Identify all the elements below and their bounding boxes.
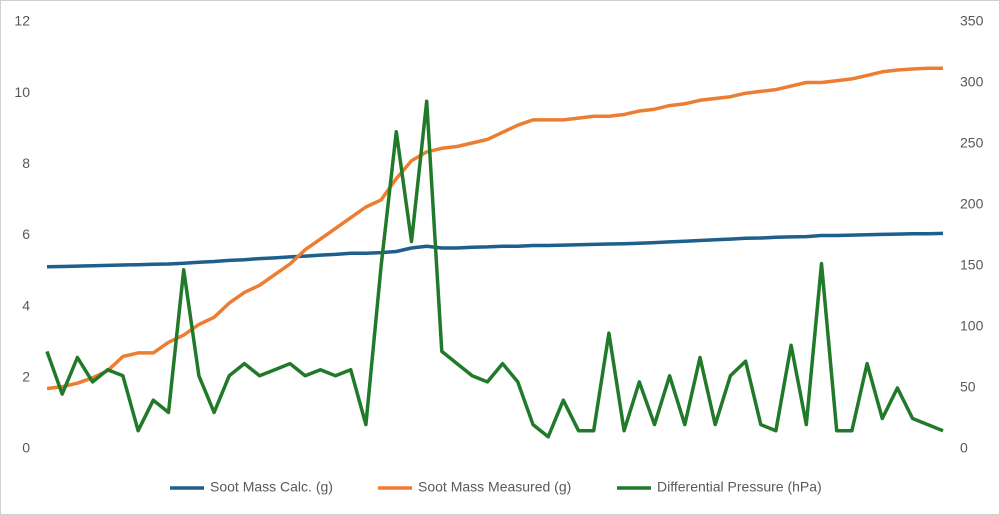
y-tick-label: 0 bbox=[22, 440, 30, 456]
legend-label: Soot Mass Measured (g) bbox=[418, 479, 571, 495]
y2-tick-label: 0 bbox=[960, 440, 968, 456]
y-tick-label: 2 bbox=[22, 369, 30, 385]
series-line bbox=[45, 99, 944, 439]
y-tick-label: 10 bbox=[14, 84, 30, 100]
y2-tick-label: 250 bbox=[960, 135, 984, 151]
legend-label: Differential Pressure (hPa) bbox=[657, 479, 822, 495]
y2-tick-label: 150 bbox=[960, 257, 984, 273]
y-tick-label: 4 bbox=[22, 297, 30, 313]
y2-tick-label: 350 bbox=[960, 13, 984, 29]
series-line bbox=[46, 231, 944, 269]
series-line bbox=[46, 66, 943, 391]
y2-tick-label: 200 bbox=[960, 196, 984, 212]
y-tick-label: 6 bbox=[22, 226, 30, 242]
y2-tick-label: 100 bbox=[960, 318, 984, 334]
y-tick-label: 8 bbox=[22, 155, 30, 171]
legend-label: Soot Mass Calc. (g) bbox=[210, 479, 333, 495]
y2-tick-label: 300 bbox=[960, 74, 984, 90]
y-tick-label: 12 bbox=[14, 13, 30, 29]
y2-tick-label: 50 bbox=[960, 379, 976, 395]
